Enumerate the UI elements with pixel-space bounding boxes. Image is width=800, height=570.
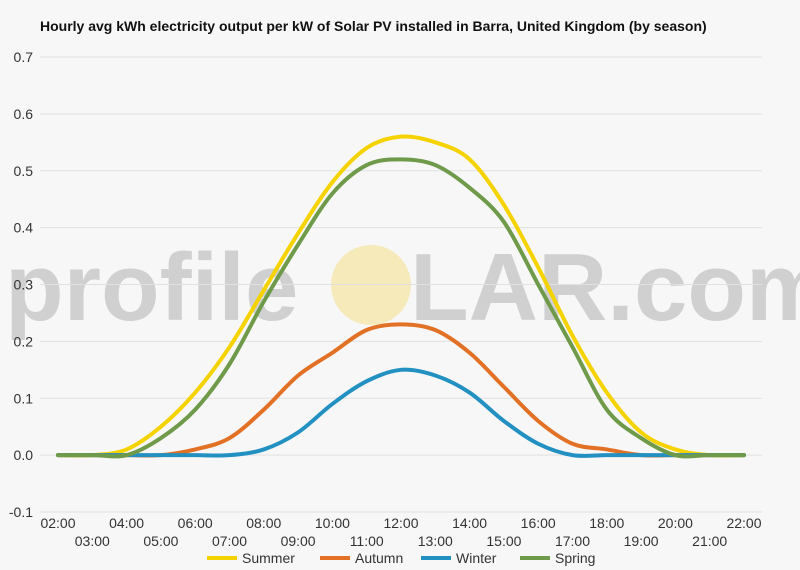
y-tick-label: 0.6 — [14, 106, 34, 122]
y-axis: 0.7 0.6 0.5 0.4 0.3 0.2 0.1 0.0 -0.1 — [9, 49, 33, 520]
x-tick-label: 10:00 — [315, 515, 350, 531]
x-tick-label: 07:00 — [212, 533, 247, 549]
x-tick-label: 11:00 — [350, 533, 384, 549]
y-tick-label: 0.1 — [14, 390, 34, 406]
series-lines — [56, 134, 746, 459]
x-tick-label: 19:00 — [624, 533, 659, 549]
legend-label-autumn: Autumn — [355, 550, 403, 566]
watermark-text-post: LAR.com — [410, 234, 800, 341]
x-tick-label: 08:00 — [246, 515, 281, 531]
watermark-text-pre: profile — [5, 234, 298, 341]
x-tick-label: 22:00 — [726, 515, 761, 531]
y-tick-label: 0.4 — [14, 220, 34, 236]
x-tick-label: 12:00 — [383, 515, 418, 531]
x-tick-label: 15:00 — [486, 533, 521, 549]
x-tick-label: 17:00 — [555, 533, 590, 549]
x-tick-label: 04:00 — [109, 515, 144, 531]
x-tick-label: 14:00 — [452, 515, 487, 531]
series-line-winter — [56, 367, 746, 458]
y-tick-label: 0.7 — [14, 49, 34, 65]
legend-label-spring: Spring — [555, 550, 595, 566]
watermark: profile LAR.com — [5, 234, 800, 341]
series-line-summer — [56, 134, 746, 458]
y-tick-label: 0.2 — [14, 333, 34, 349]
legend-label-summer: Summer — [242, 550, 295, 566]
legend: Summer Autumn Winter Spring — [207, 550, 595, 566]
x-tick-label: 09:00 — [281, 533, 316, 549]
x-tick-label: 05:00 — [143, 533, 178, 549]
y-tick-label: 0.0 — [14, 447, 34, 463]
y-tick-label: 0.3 — [14, 277, 34, 293]
x-tick-label: 20:00 — [658, 515, 693, 531]
x-tick-label: 18:00 — [589, 515, 624, 531]
y-tick-label: 0.5 — [14, 163, 34, 179]
x-tick-label: 03:00 — [75, 533, 110, 549]
series-line-spring — [56, 157, 746, 459]
x-tick-label: 13:00 — [418, 533, 453, 549]
chart-title: Hourly avg kWh electricity output per kW… — [40, 18, 707, 34]
y-tick-label: -0.1 — [9, 504, 33, 520]
x-tick-label: 06:00 — [178, 515, 213, 531]
x-tick-label: 21:00 — [692, 533, 727, 549]
legend-label-winter: Winter — [456, 550, 497, 566]
x-tick-label: 02:00 — [40, 515, 75, 531]
x-tick-label: 16:00 — [521, 515, 556, 531]
